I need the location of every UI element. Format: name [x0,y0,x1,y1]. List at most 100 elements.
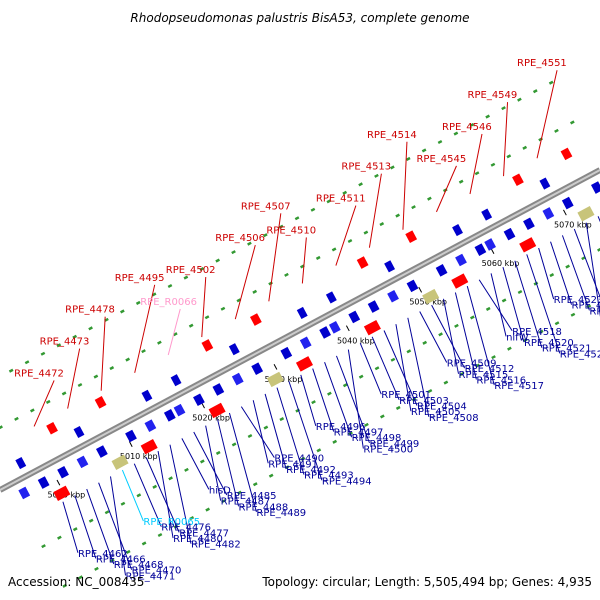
label-leader [134,284,156,373]
gene-feature [266,371,284,388]
gene-label: RPE_4491 [268,459,318,470]
label-leader [268,213,282,302]
gene-label: RPE_4508 [429,413,479,424]
gc-dot [485,114,491,119]
gc-dot [215,450,221,455]
tick-mark [56,479,61,486]
gc-dot [533,281,539,286]
gc-dot [437,139,443,145]
gc-dot [294,216,300,221]
gc-dot [173,524,179,529]
gene-label: RPE_4522 [560,349,600,360]
gc-dot [88,326,93,331]
gene-feature [170,374,182,387]
tick-mark [128,441,133,447]
gc-dot [188,323,194,328]
label-leader [133,463,162,527]
feature-layer [15,147,600,502]
label-leader [110,476,127,576]
gene-feature [73,425,85,439]
gc-dot [411,205,416,210]
gc-dot [168,476,173,481]
gc-dot [278,224,284,229]
label-leader [538,247,555,300]
label-leader [252,400,269,464]
gc-dot [507,346,512,351]
gene-feature [519,237,537,253]
gene-feature [144,419,157,432]
gene-feature [296,306,308,319]
gene-label: RPE_4515 [459,370,509,381]
gene-feature [53,485,71,502]
gc-dot [421,148,427,153]
gene-feature [295,356,313,372]
gc-dot [231,442,237,447]
label-leader [478,279,513,332]
gene-label: nifW [506,332,529,343]
gc-dot [157,340,162,345]
gene-label: RPE_4500 [363,445,413,456]
gene-label: RPE_4517 [494,381,544,392]
gene-feature [422,288,440,305]
gene-feature [212,383,225,396]
label-leader [67,348,81,409]
tick-label: 5030 kbp [265,375,303,384]
gene-label: RPE_4520 [524,338,574,349]
gene-label: RPE_4498 [352,433,402,444]
label-leader [62,501,79,553]
gc-dots-layer [0,80,600,588]
gene-label: RPE_4523 [554,295,600,306]
gene-label: RPE_4488 [239,502,289,513]
gene-label: RPE_4511 [316,194,366,205]
gene-label: RPE_4521 [542,344,592,355]
gene-feature [325,291,337,304]
gc-dot [548,80,554,85]
gene-feature [37,476,50,489]
genome-summary-text: Topology: circular; Length: 5,505,494 bp… [261,575,592,589]
label-leader [395,324,412,412]
gene-label: RPE_4525 [589,306,600,317]
gc-dot [443,380,449,385]
label-leader [74,495,97,559]
gene-feature [299,336,312,350]
gene-label: RPE_4505 [411,407,461,418]
gene-label: RPE_4518 [512,327,562,338]
gc-dot [549,273,555,278]
gc-dot [88,518,94,523]
label-leader [502,266,525,343]
label-leader [264,393,287,470]
gc-dot [342,190,348,195]
gc-dot [597,247,600,252]
backbone-inner [0,169,600,491]
gene-feature [319,326,331,339]
gene-feature [560,147,573,161]
label-leader [503,102,509,177]
gene-label: RPE_4513 [341,162,391,173]
gc-dot [252,289,258,294]
gc-dot [29,408,35,413]
gc-dot [125,357,130,362]
gene-label: RPE_4487 [221,497,271,508]
gene-feature [348,310,361,324]
gc-dot [172,332,178,337]
gene-label: RPE_4468 [114,560,164,571]
gc-dot [374,173,379,178]
gene-feature [140,438,158,455]
gene-label: RPE_R0066 [140,297,197,308]
gene-label: RPE_4466 [96,554,146,565]
gc-dot [490,162,496,167]
gene-label: RPE_4493 [304,471,354,482]
gene-feature [46,421,58,435]
gc-dot [284,272,289,277]
label-leader [561,235,590,311]
gene-feature [356,256,369,269]
gc-dot [247,433,253,439]
label-leader [407,317,430,417]
gene-label: RPE_4507 [241,201,291,212]
label-leader [324,362,353,438]
gc-dot [268,473,274,478]
gc-dot [570,120,575,125]
gc-dot [586,304,592,309]
gc-dot [167,283,173,289]
gc-dot [517,289,523,295]
